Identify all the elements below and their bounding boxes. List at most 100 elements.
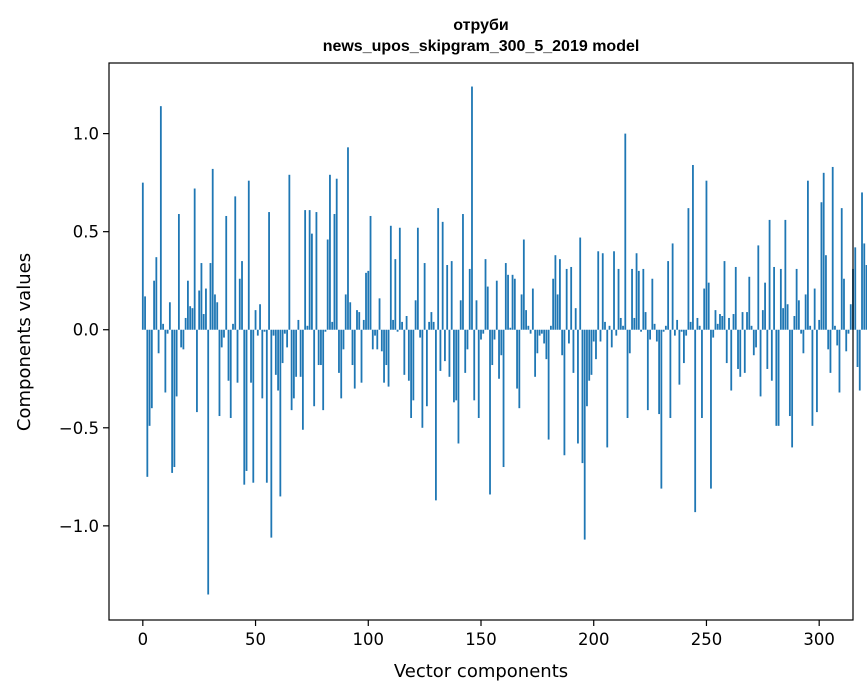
bar-component-275 <box>761 310 764 330</box>
bar-component-139 <box>455 329 458 401</box>
x-axis: 0 50 100 150 200 250 300 <box>138 620 835 649</box>
bar-component-142 <box>462 214 464 330</box>
bar-component-262 <box>732 314 735 330</box>
bar-component-281 <box>775 329 778 426</box>
bar-component-163 <box>509 327 512 330</box>
bar-component-168 <box>520 294 523 330</box>
bar-component-123 <box>419 329 422 338</box>
bar-component-172 <box>529 329 532 334</box>
bar-component-97 <box>360 329 363 383</box>
bar-component-301 <box>820 202 823 330</box>
bar-component-135 <box>446 265 449 330</box>
bar-component-121 <box>414 300 417 330</box>
bar-component-68 <box>295 329 298 377</box>
bar-component-101 <box>369 215 372 330</box>
bar-component-266 <box>741 312 744 330</box>
bar-component-302 <box>822 172 825 330</box>
bar-component-51 <box>256 329 259 336</box>
bar-component-61 <box>279 329 282 497</box>
bar-component-171 <box>527 325 530 330</box>
bar-component-237 <box>676 319 679 330</box>
bar-component-88 <box>340 329 343 399</box>
bar-component-186 <box>561 329 564 356</box>
bar-component-58 <box>272 329 275 336</box>
bar-component-92 <box>349 302 352 330</box>
bar-component-317 <box>856 329 859 367</box>
bar-component-156 <box>493 329 496 340</box>
bar-component-40 <box>232 323 234 330</box>
bar-component-220 <box>637 270 640 330</box>
bar-component-184 <box>556 294 559 330</box>
bar-component-30 <box>209 263 212 330</box>
y-tick-label: −1.0 <box>59 517 99 536</box>
bar-component-37 <box>225 215 228 330</box>
bar-component-311 <box>843 278 845 330</box>
bar-component-131 <box>437 208 440 330</box>
bar-component-254 <box>714 310 717 330</box>
bar-component-219 <box>635 253 638 330</box>
bar-component-225 <box>649 329 651 340</box>
bar-component-119 <box>410 329 413 418</box>
bar-component-44 <box>241 261 243 330</box>
bar-component-106 <box>380 329 383 352</box>
bar-component-38 <box>227 329 230 381</box>
bar-component-73 <box>306 325 309 330</box>
bar-component-290 <box>795 268 798 330</box>
bar-component-83 <box>329 174 331 330</box>
bar-component-250 <box>705 180 708 330</box>
bar-component-80 <box>322 329 325 411</box>
bar-component-247 <box>698 325 701 330</box>
bar-component-170 <box>525 310 527 330</box>
bar-component-243 <box>689 321 692 330</box>
bar-component-230 <box>660 329 663 489</box>
bar-component-258 <box>723 261 726 330</box>
bar-component-160 <box>502 329 505 468</box>
bar-component-115 <box>401 321 403 330</box>
bar-component-196 <box>583 329 586 540</box>
bars-group <box>141 86 867 595</box>
bar-component-177 <box>540 329 543 334</box>
bar-component-178 <box>543 329 546 344</box>
bar-component-291 <box>797 300 800 330</box>
bar-component-297 <box>811 329 814 426</box>
bar-component-313 <box>847 329 850 334</box>
bar-component-23 <box>193 188 196 330</box>
bar-component-41 <box>234 196 237 330</box>
bar-component-116 <box>403 329 406 375</box>
bar-component-218 <box>633 317 636 330</box>
bar-component-239 <box>680 329 683 332</box>
bar-component-128 <box>430 312 433 330</box>
bar-component-2 <box>146 329 149 477</box>
plot-frame <box>108 62 854 621</box>
bar-component-87 <box>338 329 340 373</box>
bar-component-272 <box>755 329 757 348</box>
x-tick-label: 0 <box>138 630 149 649</box>
bar-component-52 <box>259 304 261 330</box>
bar-component-164 <box>511 274 514 330</box>
bar-component-65 <box>288 174 291 330</box>
bar-component-104 <box>376 329 379 350</box>
bar-component-143 <box>464 329 467 373</box>
bar-component-279 <box>770 329 773 381</box>
bar-component-19 <box>184 317 187 330</box>
bar-component-89 <box>342 329 345 350</box>
bar-component-245 <box>694 329 697 513</box>
bar-component-214 <box>624 133 627 330</box>
y-axis-label: Components values <box>14 253 35 431</box>
bar-component-159 <box>500 329 503 356</box>
bar-component-103 <box>374 329 376 336</box>
bar-component-118 <box>407 329 410 381</box>
bar-component-55 <box>265 329 268 483</box>
bar-component-197 <box>586 329 588 407</box>
bar-component-234 <box>669 329 672 418</box>
bar-component-210 <box>615 329 618 336</box>
x-tick-label: 100 <box>353 630 385 649</box>
bar-component-211 <box>617 268 620 330</box>
bar-component-316 <box>854 247 857 330</box>
bar-component-308 <box>836 329 839 346</box>
bar-component-181 <box>549 325 552 330</box>
x-tick-label: 50 <box>245 630 266 649</box>
bar-component-154 <box>489 329 491 495</box>
bar-component-10 <box>164 329 167 393</box>
bar-component-270 <box>750 325 753 330</box>
